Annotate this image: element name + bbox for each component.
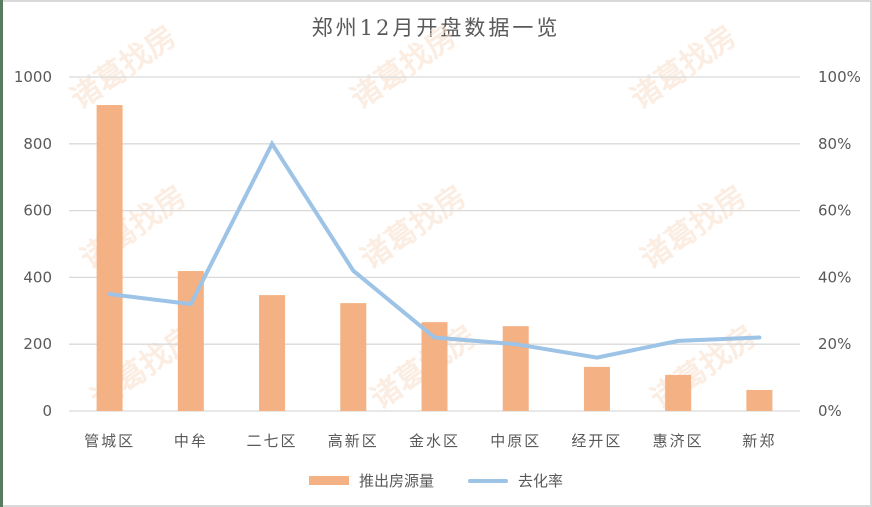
category-label: 经开区	[571, 432, 622, 450]
chart-border-top	[3, 0, 872, 2]
bar[interactable]	[746, 389, 773, 411]
bar[interactable]	[96, 105, 123, 411]
right-axis-tick-label: 100%	[818, 68, 861, 86]
chart-border-right	[870, 0, 872, 507]
bar[interactable]	[177, 271, 204, 411]
category-label: 新郑	[742, 432, 776, 450]
legend: 推出房源量 去化率	[0, 470, 872, 491]
bar[interactable]	[502, 326, 529, 411]
right-axis-tick-label: 0%	[818, 402, 842, 420]
legend-line-label: 去化率	[518, 472, 564, 490]
watermark-text: 诸葛找房	[355, 179, 473, 276]
watermark-layer: 诸葛找房诸葛找房诸葛找房诸葛找房诸葛找房诸葛找房诸葛找房诸葛找房诸葛找房	[65, 19, 763, 416]
left-axis-ticks: 0 200 400 600 800 1000	[14, 68, 52, 420]
chart-title: 郑州12月开盘数据一览	[311, 16, 561, 40]
chart-border-bottom	[3, 505, 872, 507]
left-axis-tick-label: 1000	[14, 68, 52, 86]
category-label: 二七区	[247, 432, 298, 450]
watermark-text: 诸葛找房	[345, 19, 463, 116]
left-axis-tick-label: 600	[23, 202, 52, 220]
watermark-text: 诸葛找房	[635, 179, 753, 276]
left-axis-tick-label: 800	[23, 135, 52, 153]
left-axis-tick-label: 200	[23, 335, 52, 353]
category-label: 惠济区	[653, 432, 704, 450]
line-series	[107, 139, 762, 360]
right-axis-tick-label: 20%	[818, 335, 851, 353]
line-path[interactable]	[107, 139, 762, 360]
legend-item-line[interactable]: 去化率	[468, 470, 563, 491]
watermark-text: 诸葛找房	[625, 19, 743, 116]
category-label: 中原区	[490, 432, 541, 450]
bar-series	[96, 105, 773, 411]
bar[interactable]	[583, 366, 610, 411]
watermark-text: 诸葛找房	[75, 179, 193, 276]
legend-item-bar[interactable]: 推出房源量	[308, 470, 434, 491]
line-swatch-icon	[468, 478, 508, 483]
legend-bar-label: 推出房源量	[358, 472, 434, 490]
watermark-text: 诸葛找房	[645, 319, 763, 416]
bar[interactable]	[665, 374, 692, 411]
right-axis-tick-label: 40%	[818, 268, 851, 286]
bar-swatch-icon	[308, 476, 349, 485]
bar[interactable]	[259, 295, 286, 411]
category-label: 中牟	[174, 432, 208, 450]
left-axis-tick-label: 400	[23, 268, 52, 286]
right-axis-ticks: 0% 20% 40% 60% 80% 100%	[818, 68, 861, 420]
window-left-edge	[0, 0, 3, 507]
category-label: 高新区	[328, 432, 379, 450]
left-axis-tick-label: 0	[42, 402, 52, 420]
watermark-text: 诸葛找房	[65, 19, 183, 116]
bar[interactable]	[340, 303, 367, 411]
category-axis-labels: 管城区 中牟 二七区 高新区 金水区 中原区 经开区 惠济区 新郑	[84, 432, 776, 450]
right-axis-tick-label: 80%	[818, 135, 851, 153]
right-axis-tick-label: 60%	[818, 202, 851, 220]
category-label: 金水区	[409, 432, 460, 450]
category-label: 管城区	[84, 432, 135, 450]
